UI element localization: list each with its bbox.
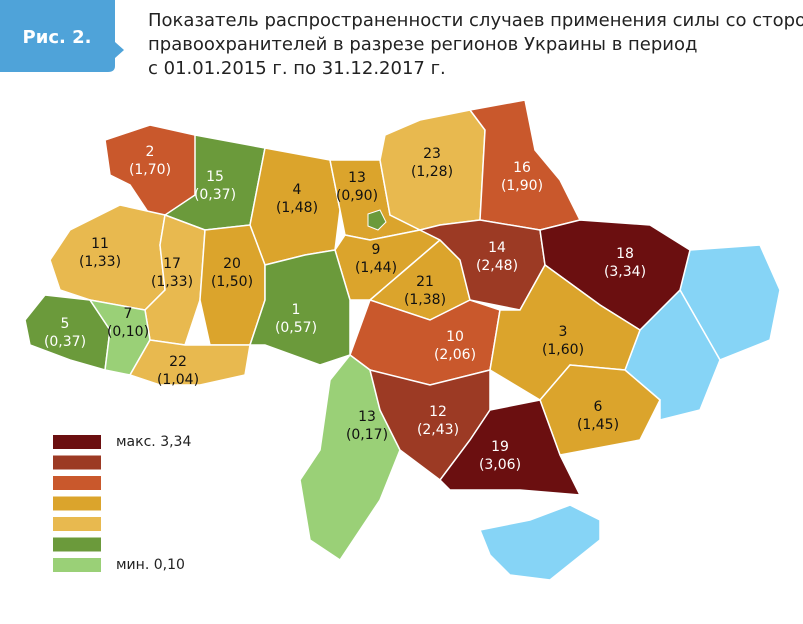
region-value: (1,50) bbox=[211, 274, 253, 290]
region-value: (3,06) bbox=[479, 457, 521, 473]
legend-max: макс. 3,34 bbox=[116, 434, 191, 450]
region-value: (1,90) bbox=[501, 178, 543, 194]
region-value: (1,33) bbox=[151, 274, 193, 290]
region-labels: 2(1,70) 15(0,37) 4(1,48)13(0,90)23(1,28) 16… bbox=[44, 144, 646, 473]
region bbox=[128, 339, 251, 386]
region-value: (0,90) bbox=[336, 188, 378, 204]
region-rank: 6 bbox=[594, 399, 603, 415]
region-value: (1,33) bbox=[79, 254, 121, 270]
region-rank: 20 bbox=[223, 256, 241, 272]
title-line: правоохранителей в разрезе регионов Укра… bbox=[148, 34, 697, 55]
kyiv-city bbox=[367, 209, 387, 231]
region-value: (2,06) bbox=[434, 347, 476, 363]
region-value: (0,57) bbox=[275, 320, 317, 336]
area-crimea bbox=[478, 504, 601, 581]
region-rank: 22 bbox=[169, 354, 187, 370]
region-rank: 18 bbox=[616, 246, 634, 262]
region-rank: 19 bbox=[491, 439, 509, 455]
occupied-areas bbox=[478, 244, 781, 581]
region-rank: 23 bbox=[423, 146, 441, 162]
region-rank: 14 bbox=[488, 240, 506, 256]
region-rank: 11 bbox=[91, 236, 109, 252]
region-value: (0,37) bbox=[194, 187, 236, 203]
legend-swatch bbox=[53, 476, 101, 490]
title-line: с 01.01.2015 г. по 31.12.2017 г. bbox=[148, 58, 446, 79]
region-value: (1,70) bbox=[129, 162, 171, 178]
region-rank: 9 bbox=[372, 242, 381, 258]
region-value: (0,17) bbox=[346, 427, 388, 443]
region-value: (3,34) bbox=[604, 264, 646, 280]
legend-swatch bbox=[53, 435, 101, 449]
region-rank: 4 bbox=[293, 182, 302, 198]
legend-min: мин. 0,10 bbox=[116, 557, 185, 573]
region-rank: 15 bbox=[206, 169, 224, 185]
region-value: (0,10) bbox=[107, 324, 149, 340]
region bbox=[489, 263, 641, 401]
region-rank: 2 bbox=[146, 144, 155, 160]
legend: макс. 3,34 мин. 0,10 bbox=[53, 434, 191, 573]
region bbox=[439, 399, 582, 496]
region-value: (1,04) bbox=[157, 372, 199, 388]
region-value: (1,48) bbox=[276, 200, 318, 216]
legend-swatch bbox=[53, 558, 101, 572]
figure-badge bbox=[0, 0, 124, 72]
region-rank: 1 bbox=[292, 302, 301, 318]
region-rank: 17 bbox=[163, 256, 181, 272]
region-value: (1,38) bbox=[404, 292, 446, 308]
region-value: (0,37) bbox=[44, 334, 86, 350]
region-rank: 16 bbox=[513, 160, 531, 176]
title-line: Показатель распространенности случаев пр… bbox=[148, 10, 803, 31]
region-rank: 12 bbox=[429, 404, 447, 420]
region-rank: 3 bbox=[559, 324, 568, 340]
region-rank: 7 bbox=[124, 306, 133, 322]
region-rank: 13 bbox=[358, 409, 376, 425]
region-rank: 5 bbox=[61, 316, 70, 332]
legend-swatch bbox=[53, 455, 101, 470]
legend-swatch bbox=[53, 496, 101, 511]
region-value: (1,28) bbox=[411, 164, 453, 180]
legend-swatch bbox=[53, 517, 101, 531]
region bbox=[248, 249, 351, 366]
region-value: (2,43) bbox=[417, 422, 459, 438]
regions bbox=[24, 99, 691, 562]
legend-swatch bbox=[53, 537, 101, 552]
figure-label: Рис. 2. bbox=[23, 27, 92, 48]
region-rank: 10 bbox=[446, 329, 464, 345]
title: Показатель распространенности случаев пр… bbox=[148, 10, 803, 79]
region-rank: 21 bbox=[416, 274, 434, 290]
region-value: (1,44) bbox=[355, 260, 397, 276]
region-value: (2,48) bbox=[476, 258, 518, 274]
region-value: (1,45) bbox=[577, 417, 619, 433]
region-rank: 13 bbox=[348, 170, 366, 186]
region-value: (1,60) bbox=[542, 342, 584, 358]
